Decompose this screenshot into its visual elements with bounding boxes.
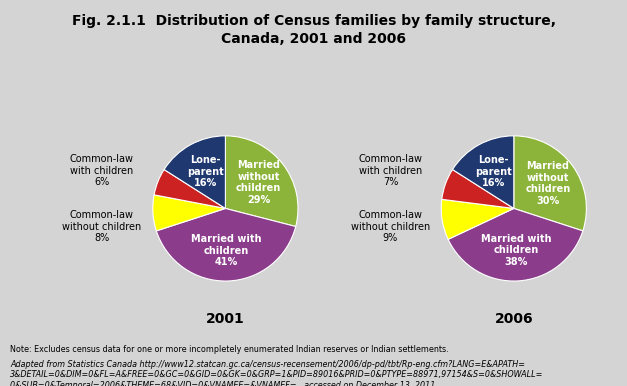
Text: Married with
children
38%: Married with children 38% <box>481 234 552 267</box>
Text: Common-law
with children
6%: Common-law with children 6% <box>70 154 134 187</box>
Text: Common-law
without children
8%: Common-law without children 8% <box>62 210 142 243</box>
Text: Note: Excludes census data for one or more incompletely enumerated Indian reserv: Note: Excludes census data for one or mo… <box>10 345 449 354</box>
Text: Lone-
parent
16%: Lone- parent 16% <box>475 155 512 188</box>
Text: Fig. 2.1.1  Distribution of Census families by family structure,
Canada, 2001 an: Fig. 2.1.1 Distribution of Census famili… <box>71 14 556 46</box>
Text: Married
without
children
30%: Married without children 30% <box>525 161 571 206</box>
Wedge shape <box>154 169 225 208</box>
Wedge shape <box>153 195 225 231</box>
Text: Married
without
children
29%: Married without children 29% <box>236 160 282 205</box>
Wedge shape <box>453 136 514 208</box>
Wedge shape <box>164 136 225 208</box>
Text: 2001: 2001 <box>206 312 245 325</box>
Text: Common-law
with children
7%: Common-law with children 7% <box>359 154 423 187</box>
Wedge shape <box>442 169 514 208</box>
Wedge shape <box>514 136 586 231</box>
Text: Lone-
parent
16%: Lone- parent 16% <box>187 155 223 188</box>
Text: Married with
children
41%: Married with children 41% <box>191 234 262 267</box>
Text: Adapted from Statistics Canada http://www12.statcan.gc.ca/census-recensement/200: Adapted from Statistics Canada http://ww… <box>10 360 544 386</box>
Text: 2006: 2006 <box>495 312 533 325</box>
Text: Common-law
without children
9%: Common-law without children 9% <box>350 210 430 243</box>
Wedge shape <box>448 208 583 281</box>
Wedge shape <box>441 199 514 239</box>
Wedge shape <box>225 136 298 227</box>
Wedge shape <box>156 208 296 281</box>
